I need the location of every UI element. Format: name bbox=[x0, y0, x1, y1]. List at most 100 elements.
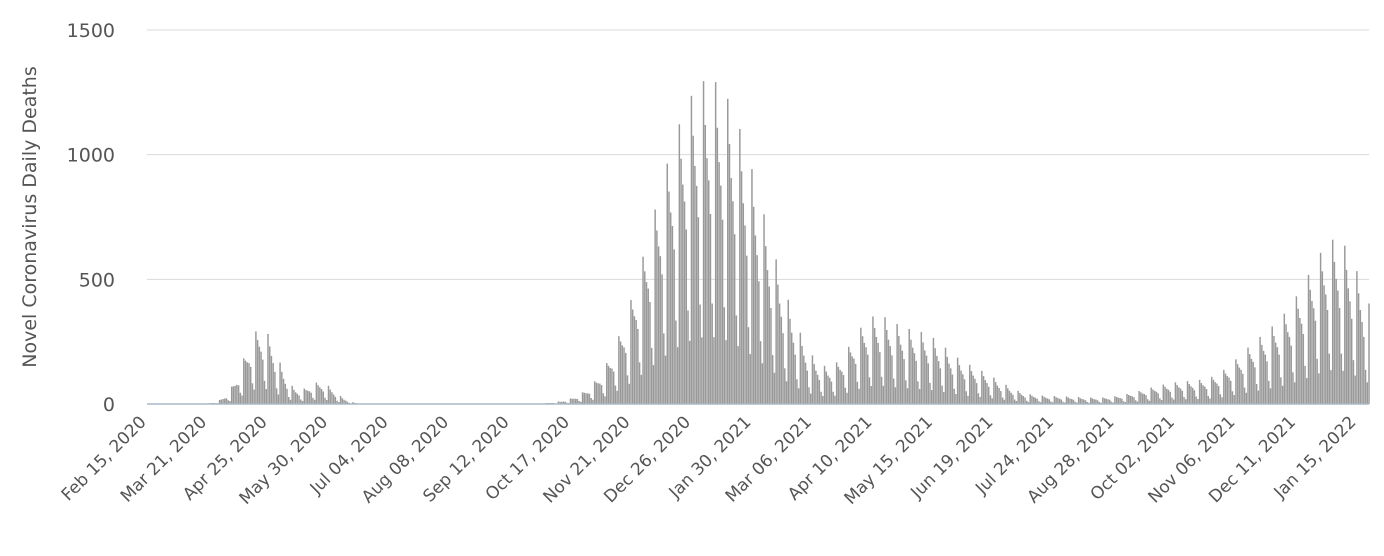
bar bbox=[274, 372, 275, 404]
bar bbox=[253, 390, 254, 404]
bar bbox=[1358, 293, 1359, 404]
bar bbox=[788, 300, 789, 404]
bar bbox=[1273, 336, 1274, 404]
bar bbox=[1012, 395, 1013, 404]
bar bbox=[317, 385, 318, 404]
bar bbox=[774, 373, 775, 404]
bar bbox=[648, 289, 649, 404]
bar bbox=[293, 390, 294, 404]
bar bbox=[997, 386, 998, 404]
bar bbox=[760, 341, 761, 404]
bar bbox=[1021, 395, 1022, 404]
bar bbox=[722, 220, 723, 404]
bar bbox=[945, 348, 946, 404]
bar bbox=[667, 164, 668, 404]
bar bbox=[1142, 394, 1143, 404]
bar bbox=[983, 376, 984, 404]
bar bbox=[889, 346, 890, 404]
bar bbox=[893, 379, 894, 404]
bar bbox=[701, 337, 702, 404]
bar bbox=[736, 315, 737, 404]
bar bbox=[1171, 398, 1172, 404]
bar bbox=[737, 346, 738, 404]
bar bbox=[1271, 326, 1272, 404]
bar bbox=[993, 378, 994, 404]
bar bbox=[966, 391, 967, 404]
bar bbox=[1332, 240, 1333, 404]
bar bbox=[1334, 262, 1335, 404]
bar bbox=[940, 368, 941, 404]
bar bbox=[632, 310, 633, 405]
bar bbox=[663, 333, 664, 404]
bar bbox=[819, 380, 820, 404]
bar bbox=[765, 246, 766, 404]
bar bbox=[953, 389, 954, 404]
bar bbox=[928, 363, 929, 404]
bar bbox=[305, 390, 306, 404]
bar bbox=[1329, 354, 1330, 404]
y-tick-label: 1500 bbox=[67, 20, 115, 42]
bar bbox=[1057, 398, 1058, 404]
bar bbox=[751, 169, 752, 404]
bar bbox=[860, 328, 861, 404]
bar bbox=[1259, 337, 1260, 404]
bar bbox=[298, 396, 299, 404]
bar bbox=[779, 304, 780, 404]
bar bbox=[857, 382, 858, 404]
bar bbox=[1055, 397, 1056, 404]
bar bbox=[824, 366, 825, 404]
bar bbox=[1175, 382, 1176, 404]
bar bbox=[710, 214, 711, 404]
bar bbox=[1133, 397, 1134, 404]
bar bbox=[620, 341, 621, 404]
bar bbox=[286, 389, 287, 404]
bar bbox=[1344, 246, 1345, 404]
bar bbox=[279, 363, 280, 404]
bar bbox=[1211, 377, 1212, 404]
bar bbox=[255, 331, 256, 404]
bar bbox=[1365, 370, 1366, 404]
bar bbox=[962, 374, 963, 404]
y-tick-label: 0 bbox=[103, 394, 115, 416]
bar bbox=[727, 99, 728, 404]
bar bbox=[1145, 395, 1146, 404]
bar bbox=[238, 385, 239, 404]
bar bbox=[1275, 343, 1276, 404]
bar bbox=[316, 383, 317, 404]
bar bbox=[248, 363, 249, 404]
bar bbox=[941, 386, 942, 404]
bar bbox=[947, 357, 948, 404]
bar bbox=[1239, 368, 1240, 404]
bar bbox=[604, 396, 605, 404]
gridlines bbox=[147, 30, 1369, 279]
bar bbox=[649, 302, 650, 404]
bar bbox=[1297, 309, 1298, 404]
bar bbox=[988, 387, 989, 404]
bar bbox=[1204, 387, 1205, 404]
bar bbox=[995, 382, 996, 404]
bar bbox=[1252, 362, 1253, 404]
bar bbox=[288, 397, 289, 404]
bar bbox=[641, 375, 642, 404]
bar bbox=[862, 336, 863, 404]
bar bbox=[1311, 301, 1312, 404]
bar bbox=[775, 259, 776, 404]
bar bbox=[1187, 381, 1188, 404]
bar bbox=[266, 389, 267, 404]
bar bbox=[571, 399, 572, 404]
bar bbox=[281, 372, 282, 404]
bar bbox=[1303, 334, 1304, 404]
bar bbox=[260, 352, 261, 404]
bar bbox=[276, 388, 277, 404]
bar bbox=[1363, 337, 1364, 404]
bar bbox=[1237, 364, 1238, 404]
bar bbox=[827, 376, 828, 404]
bar bbox=[656, 230, 657, 404]
bar bbox=[898, 336, 899, 404]
bar bbox=[1270, 388, 1271, 404]
bar bbox=[613, 372, 614, 404]
bar bbox=[902, 351, 903, 404]
